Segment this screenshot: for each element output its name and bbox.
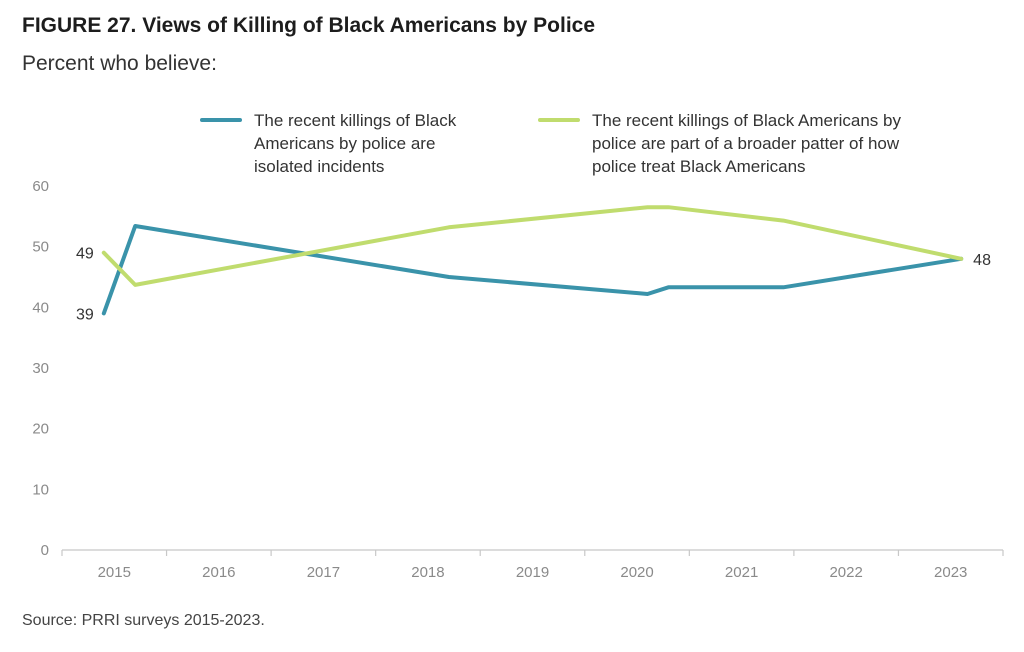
x-tick-label: 2020 [620, 564, 653, 581]
figure-subtitle: Percent who believe: [22, 52, 217, 75]
figure-title: FIGURE 27. Views of Killing of Black Ame… [22, 14, 596, 37]
y-tick-label: 30 [32, 360, 49, 377]
x-tick-label: 2021 [725, 564, 758, 581]
data-label: 49 [76, 246, 94, 263]
y-tick-label: 0 [41, 542, 49, 559]
series-line-broader-pattern [101, 205, 964, 287]
x-tick-label: 2015 [98, 564, 131, 581]
x-tick-label: 2016 [202, 564, 235, 581]
source-note: Source: PRRI surveys 2015-2023. [22, 612, 265, 629]
legend-item-isolated-incidents: The recent killings of Black Americans b… [200, 109, 490, 178]
x-tick-label: 2018 [411, 564, 444, 581]
legend-swatch-broader-pattern [538, 118, 580, 122]
y-tick-label: 50 [32, 239, 49, 256]
x-tick-label: 2019 [516, 564, 549, 581]
data-label: 39 [76, 306, 94, 323]
legend-label-isolated-incidents: The recent killings of Black Americans b… [254, 111, 457, 176]
x-tick-label: 2023 [934, 564, 967, 581]
legend-item-broader-pattern: The recent killings of Black Americans b… [538, 109, 918, 178]
data-label: 48 [973, 252, 991, 269]
legend-swatch-isolated-incidents [200, 118, 242, 122]
y-tick-label: 60 [32, 178, 49, 195]
legend-label-broader-pattern: The recent killings of Black Americans b… [592, 111, 901, 176]
y-tick-label: 20 [32, 421, 49, 438]
y-tick-label: 10 [32, 481, 49, 498]
x-tick-label: 2017 [307, 564, 340, 581]
x-tick-label: 2022 [829, 564, 862, 581]
y-tick-label: 40 [32, 299, 49, 316]
series-line-isolated-incidents [101, 224, 964, 316]
